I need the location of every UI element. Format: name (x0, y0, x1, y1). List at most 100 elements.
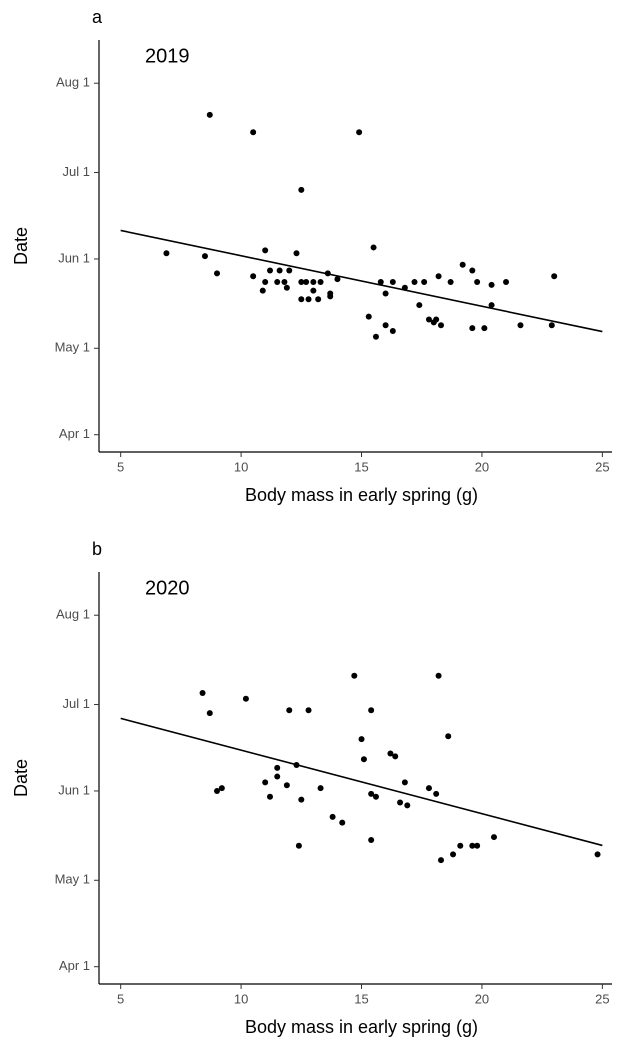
y-tick-label: Aug 1 (56, 75, 90, 90)
point (298, 186, 305, 193)
point (339, 819, 346, 826)
point (425, 316, 432, 323)
point (206, 111, 213, 118)
y-tick-label: Apr 1 (59, 426, 90, 441)
y-tick-label: May 1 (55, 872, 90, 887)
point (438, 322, 444, 329)
point (305, 707, 312, 714)
y-tick-label: Apr 1 (59, 958, 90, 973)
point (286, 707, 293, 714)
point (218, 785, 225, 792)
x-tick-label: 5 (117, 459, 124, 474)
point (201, 253, 208, 260)
point (356, 129, 363, 136)
point (382, 290, 389, 297)
point (286, 267, 293, 274)
point (490, 834, 497, 841)
x-tick-label: 25 (595, 991, 609, 1006)
y-tick-label: Jun 1 (58, 250, 90, 265)
point (488, 302, 495, 309)
point (397, 799, 404, 806)
point (199, 690, 206, 697)
point (488, 281, 495, 288)
panel-label: a (92, 7, 103, 27)
point (389, 279, 396, 286)
point (457, 842, 464, 849)
point (435, 672, 442, 679)
point (298, 279, 305, 286)
point (276, 267, 283, 274)
point (445, 733, 452, 740)
x-axis-title: Body mass in early spring (g) (245, 485, 478, 505)
point (305, 296, 312, 303)
x-tick-label: 20 (475, 459, 489, 474)
x-axis-title: Body mass in early spring (g) (245, 1017, 478, 1037)
point (283, 782, 290, 789)
point (469, 325, 476, 332)
point (274, 279, 281, 286)
point (317, 785, 324, 792)
point (503, 279, 510, 286)
point (370, 244, 377, 251)
point (425, 785, 432, 792)
point (298, 796, 305, 803)
point (474, 842, 481, 849)
point (267, 793, 273, 800)
point (517, 322, 524, 329)
point (283, 284, 290, 291)
point (310, 279, 317, 286)
point (368, 836, 375, 843)
point (214, 270, 221, 277)
point (267, 267, 273, 274)
point (214, 787, 221, 794)
point (206, 710, 213, 717)
point (250, 129, 257, 136)
x-tick-label: 20 (475, 991, 489, 1006)
point (421, 279, 428, 286)
point (594, 851, 601, 858)
x-tick-label: 15 (354, 459, 368, 474)
point (387, 750, 394, 757)
point (548, 322, 555, 329)
point (365, 313, 372, 320)
point (368, 707, 375, 714)
trend-line (120, 229, 603, 333)
point (358, 736, 365, 743)
point (372, 793, 379, 800)
point (163, 250, 170, 257)
point (416, 302, 423, 309)
point (274, 764, 281, 771)
point (250, 273, 257, 280)
point (411, 279, 418, 286)
point (435, 273, 442, 280)
y-axis-title: Date (11, 227, 31, 265)
point (469, 842, 476, 849)
point (459, 261, 466, 268)
point (351, 672, 358, 679)
point (298, 296, 305, 303)
point (481, 325, 488, 332)
x-tick-label: 10 (234, 459, 248, 474)
panel-label: b (92, 539, 102, 559)
y-tick-label: Jul 1 (63, 164, 90, 179)
point (447, 279, 454, 286)
point (262, 779, 269, 786)
point (274, 773, 281, 780)
point (262, 247, 269, 254)
point (242, 695, 249, 702)
point (389, 327, 396, 334)
point (450, 851, 457, 858)
point (315, 296, 322, 303)
point (392, 753, 399, 760)
trend-line (120, 717, 603, 847)
point (469, 267, 476, 274)
point (310, 287, 317, 294)
point (329, 813, 336, 820)
point (334, 276, 341, 283)
annotation: 2020 (145, 577, 190, 599)
y-axis-title: Date (11, 759, 31, 797)
point (303, 279, 310, 286)
point (262, 279, 269, 286)
point (259, 287, 266, 294)
point (382, 322, 389, 329)
